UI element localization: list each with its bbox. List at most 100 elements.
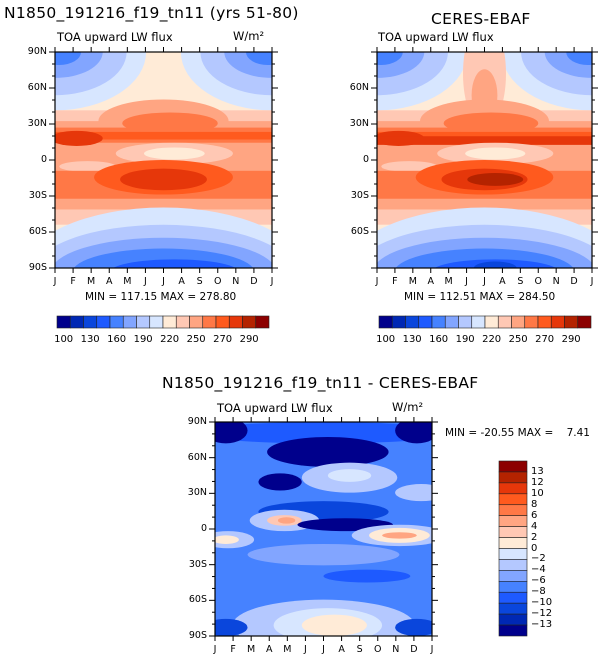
colorbar-swatch [149,315,164,329]
colorbar-swatch [550,315,565,329]
colorbar-swatch [498,460,528,473]
colorbar-swatch [498,581,528,593]
obs-subtitle: TOA upward LW flux [378,30,494,44]
colorbar-swatch [498,548,528,560]
x-tick-label: J [465,276,468,287]
x-tick-label: J [162,276,165,287]
y-tick-label: 30S [28,190,47,201]
model-min-max: MIN = 117.15 MAX = 278.80 [85,291,237,303]
x-tick-label: J [213,644,217,655]
colorbar-label: 130 [402,334,422,345]
contour-band [267,436,389,467]
colorbar-label: −4 [531,564,546,576]
y-tick-label: 30N [187,487,207,499]
colorbar-swatch [498,526,528,538]
obs-min-max: MIN = 112.51 MAX = 284.50 [404,291,556,303]
colorbar-swatch [202,315,217,329]
contour-band [120,168,207,191]
colorbar-label: 2 [531,531,538,543]
x-tick-label: J [322,644,325,655]
contour-band [467,172,524,186]
contour-band [55,198,272,210]
colorbar-label: 6 [531,509,538,521]
diff-subtitle: TOA upward LW flux [217,401,333,415]
contour-band [377,131,592,140]
colorbar-swatch [498,613,528,626]
colorbar-swatch [56,315,71,329]
diff-min-max: MIN = -20.55 MAX = 7.41 [445,427,590,439]
contour-band [143,147,205,160]
y-tick-label: 0 [200,523,207,534]
x-tick-label: O [534,276,542,287]
contour-band [215,535,239,544]
colorbar-label: 160 [429,334,449,345]
y-tick-label: 90N [187,416,207,427]
colorbar-label: 4 [531,520,538,532]
colorbar-swatch [136,315,151,329]
x-tick-label: F [392,276,398,287]
colorbar-label: 220 [482,334,502,345]
contour-band [465,147,526,160]
model-units: W/m² [233,29,265,43]
colorbar-swatch [391,315,406,329]
x-tick-label: N [552,276,560,287]
colorbar-swatch [215,315,230,329]
contour-band [323,569,411,583]
y-tick-label: 90S [188,630,207,641]
colorbar-swatch [577,315,592,329]
colorbar-label: −6 [531,575,546,587]
colorbar-label: 220 [160,334,180,345]
y-tick-label: 60S [188,594,207,606]
x-tick-label: F [70,276,76,287]
x-tick-label: S [356,644,363,655]
x-tick-label: O [214,276,222,287]
contour-band [377,198,592,210]
colorbar-label: −8 [531,586,546,598]
contour-band [473,261,517,268]
x-tick-label: M [408,276,417,287]
colorbar-swatch [498,591,528,604]
x-tick-label: D [410,644,418,655]
x-tick-label: J [375,276,379,287]
colorbar-swatch [228,315,243,329]
contour-band [245,52,272,65]
colorbar-label: 100 [54,334,74,345]
colorbar-label: −10 [531,597,553,609]
x-tick-label: F [230,644,236,655]
colorbar-label: 250 [186,334,206,345]
x-tick-label: A [106,276,113,287]
contour-band [59,161,116,172]
colorbar-label: 100 [376,334,396,345]
diff-heatmap [215,422,432,636]
contour-band [55,130,103,146]
x-tick-label: N [392,644,400,655]
colorbar-swatch [498,504,528,516]
colorbar-swatch [162,315,177,329]
colorbar-label: 160 [107,334,127,345]
colorbar-label: 10 [531,487,544,499]
y-tick-label: 90N [27,46,47,57]
x-tick-label: O [374,644,382,655]
y-tick-label: 30S [188,558,207,570]
colorbar-swatch [484,315,499,329]
colorbar-swatch [471,315,486,329]
colorbar-swatch [109,315,124,329]
colorbar-label: −12 [531,608,553,620]
contour-band [247,543,400,566]
y-tick-label: 60N [187,451,207,463]
colorbar-swatch [418,315,433,329]
colorbar-swatch [524,315,539,329]
colorbar-swatch [564,315,579,329]
contour-band [277,517,296,524]
contour-band [443,112,539,135]
contour-band [395,484,432,502]
contour-band [377,52,403,65]
diff-plot-title: N1850_191216_f19_tn11 - CERES-EBAF [162,374,479,392]
colorbar-label: 12 [531,476,544,488]
contour-band [395,422,432,444]
contour-band [215,422,432,444]
contour-band [382,532,417,539]
colorbar-swatch [497,315,512,329]
x-tick-label: M [283,644,292,655]
colorbar-swatch [175,315,190,329]
